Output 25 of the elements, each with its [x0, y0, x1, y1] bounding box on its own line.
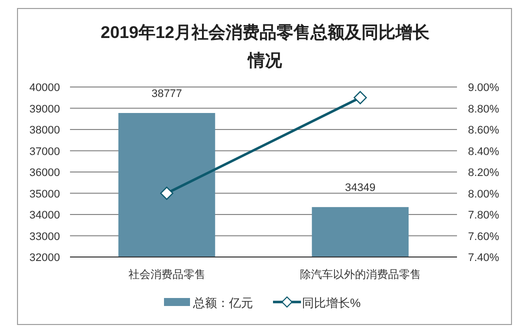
y2-tick-label: 7.60% [468, 230, 500, 243]
y2-tick-label: 7.80% [468, 210, 500, 222]
legend-label: 同比增长% [302, 296, 361, 310]
y-tick-label: 33000 [29, 230, 60, 243]
chart-title: 2019年12月社会消费品零售总额及同比增长情况 [100, 23, 430, 70]
y2-tick-label: 8.00% [468, 188, 500, 200]
y-tick-label: 38000 [29, 124, 60, 136]
x-tick-label: 社会消费品零售 [128, 268, 206, 281]
y-tick-label: 37000 [29, 146, 60, 158]
y2-tick-label: 8.60% [468, 124, 500, 136]
y2-tick-label: 9.00% [468, 82, 500, 94]
data-label: 38777 [151, 88, 182, 100]
x-tick-label: 除汽车以外的消费品零售 [300, 268, 421, 281]
y2-tick-label: 7.40% [468, 252, 500, 264]
y-tick-label: 39000 [29, 103, 60, 116]
legend-label: 总额：亿元 [192, 296, 253, 310]
y-tick-label: 32000 [29, 252, 60, 264]
y2-tick-label: 8.80% [468, 103, 500, 116]
y-tick-label: 35000 [29, 188, 60, 200]
data-label: 34349 [344, 182, 376, 194]
y-tick-label: 40000 [29, 82, 60, 94]
y-tick-label: 34000 [29, 210, 60, 222]
y2-tick-label: 8.20% [468, 167, 500, 179]
y-tick-label: 36000 [29, 167, 60, 179]
y2-tick-label: 8.40% [468, 146, 500, 158]
